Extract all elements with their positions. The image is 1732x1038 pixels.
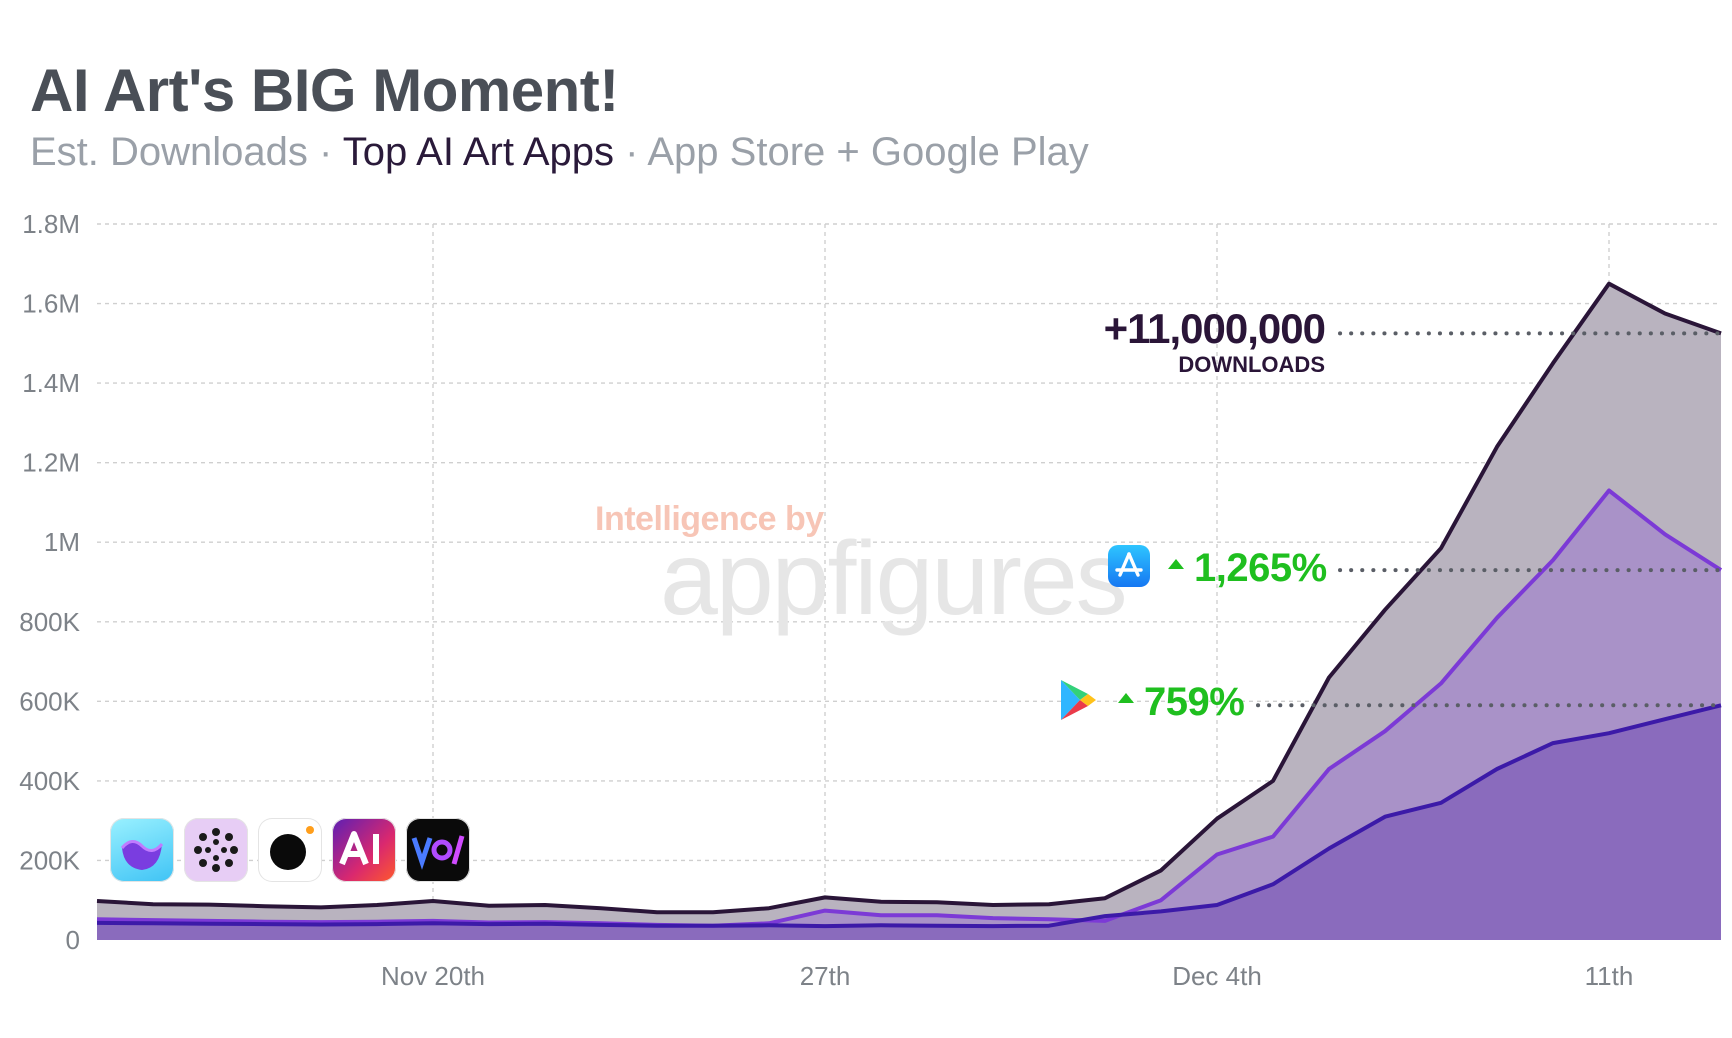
y-tick-label: 1M: [44, 527, 80, 557]
series-areas: [97, 283, 1721, 940]
watermark-intelligence-by: Intelligence by: [595, 500, 824, 538]
area-google-play: [97, 705, 1721, 940]
chart-subtitle: Est. Downloads · Top AI Art Apps · App S…: [30, 130, 1089, 175]
annotation-guides: [1256, 331, 1723, 708]
y-tick-label: 1.8M: [22, 209, 80, 239]
x-tick-label: 27th: [800, 961, 851, 991]
series-lines: [96, 281, 1723, 929]
subtitle-part2: · App Store + Google Play: [614, 130, 1089, 174]
voi-icon: [406, 818, 470, 882]
area-total: [97, 283, 1721, 940]
y-tick-label: 600K: [19, 686, 80, 716]
google-play-growth: 759%: [1118, 680, 1245, 725]
y-tick-label: 800K: [19, 607, 80, 637]
neural-dots-icon: [184, 818, 248, 882]
ai-art-icon: [332, 818, 396, 882]
app-store-growth: 1,265%: [1168, 546, 1327, 591]
line-google-play: [96, 703, 1722, 929]
chart-title: AI Art's BIG Moment!: [30, 57, 619, 124]
x-tick-label: Nov 20th: [381, 961, 485, 991]
total-downloads-label: DOWNLOADS: [1178, 352, 1325, 377]
top-apps-icons: [110, 818, 470, 882]
axes: 0 200K 400K 600K 800K 1M 1.2M 1.4M 1.6M 1.8M Nov 2…: [19, 209, 1633, 991]
watermark-appfigures: appfigures: [660, 521, 1128, 637]
y-tick-label: 1.2M: [22, 448, 80, 478]
app-store-icon: [1108, 545, 1150, 587]
subtitle-part1: Est. Downloads ·: [30, 130, 343, 174]
increase-arrow-icon: [1168, 559, 1184, 570]
y-tick-label: 0: [66, 925, 80, 955]
google-play-icon: [1058, 678, 1098, 722]
y-tick-label: 200K: [19, 845, 80, 875]
y-tick-label: 1.6M: [22, 289, 80, 319]
x-tick-label: 11th: [1585, 961, 1634, 991]
line-total: [96, 281, 1722, 915]
y-tick-label: 400K: [19, 766, 80, 796]
line-app-store: [96, 488, 1723, 928]
y-tick-label: 1.4M: [22, 368, 80, 398]
google-play-growth-value: 759%: [1144, 680, 1245, 724]
app-store-growth-value: 1,265%: [1194, 546, 1327, 590]
area-app-store: [97, 490, 1721, 940]
total-downloads-value: +11,000,000: [1103, 305, 1326, 352]
lensa-icon: [110, 818, 174, 882]
increase-arrow-icon: [1118, 693, 1134, 704]
x-tick-label: Dec 4th: [1172, 961, 1262, 991]
subtitle-emphasis: Top AI Art Apps: [342, 130, 615, 174]
black-circle-icon: [258, 818, 322, 882]
